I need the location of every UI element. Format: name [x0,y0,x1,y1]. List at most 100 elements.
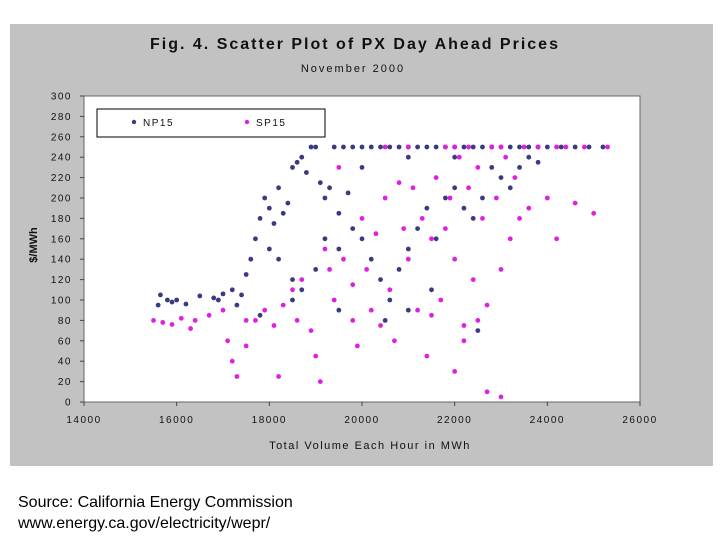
data-point-sp15 [331,297,337,303]
data-point-sp15 [461,323,467,328]
data-point-np15 [517,165,522,170]
data-point-np15 [253,236,258,242]
y-tick-label: 140 [51,255,72,266]
data-point-np15 [211,295,217,301]
data-point-sp15 [192,318,198,323]
data-point-sp15 [526,205,532,211]
data-point-np15 [158,292,163,298]
data-point-sp15 [433,175,439,181]
data-point-sp15 [507,236,513,242]
data-point-np15 [313,144,319,150]
data-point-sp15 [405,144,411,150]
data-point-np15 [229,287,235,293]
data-point-np15 [243,272,249,277]
data-point-np15 [507,185,513,191]
data-point-sp15 [470,277,476,282]
data-point-np15 [299,154,305,160]
data-point-np15 [262,195,268,201]
data-point-sp15 [373,231,379,237]
data-point-np15 [359,236,365,242]
data-point-np15 [452,185,458,191]
data-point-np15 [452,154,458,160]
data-point-np15 [341,144,346,150]
data-point-np15 [480,144,485,150]
data-point-np15 [396,267,402,272]
data-point-sp15 [554,144,559,150]
source-line: Source: California Energy Commission [18,494,293,511]
data-point-np15 [248,256,254,262]
y-axis-ticks: 0 20 40 60 80 100 120 140 160 180 200 220 240 260 280 3… [51,92,84,409]
data-point-np15 [257,216,263,221]
data-point-sp15 [415,307,420,313]
x-axis-label: Total Volume Each Hour in MWh [269,440,471,452]
data-point-np15 [331,144,337,150]
data-point-np15 [294,159,300,165]
data-point-np15 [405,246,411,252]
data-point-np15 [461,205,467,211]
y-tick-label: 160 [51,234,72,245]
data-point-sp15 [229,358,235,364]
data-point-np15 [470,144,476,150]
data-point-sp15 [498,144,504,150]
data-point-np15 [266,205,272,211]
data-point-np15 [336,307,342,313]
y-tick-label: 20 [58,377,72,388]
data-point-sp15 [484,389,490,395]
data-point-sp15 [276,374,281,379]
data-point-sp15 [341,256,346,262]
data-point-np15 [299,287,305,293]
data-point-np15 [345,190,351,196]
data-point-np15 [359,165,365,170]
data-point-sp15 [554,236,559,242]
data-point-sp15 [498,394,504,400]
data-point-np15 [433,236,439,242]
data-point-sp15 [438,297,444,303]
data-point-np15 [396,144,402,150]
data-point-sp15 [368,307,374,313]
data-point-np15 [336,210,342,216]
data-point-sp15 [466,185,471,191]
data-point-np15 [405,154,411,160]
data-point-np15 [215,297,221,303]
data-point-np15 [507,144,513,150]
data-point-sp15 [317,379,323,384]
y-tick-label: 40 [58,357,72,368]
data-point-np15 [290,277,295,282]
data-point-np15 [600,144,606,150]
data-point-np15 [424,205,430,211]
legend-marker-sp15 [244,119,250,125]
data-point-np15 [498,175,504,181]
data-point-sp15 [253,318,258,323]
data-point-np15 [271,221,277,226]
legend-box [96,108,326,138]
data-point-sp15 [322,246,328,252]
data-point-sp15 [424,353,430,359]
data-point-sp15 [359,216,365,221]
data-point-sp15 [364,267,370,272]
data-point-sp15 [544,195,550,201]
data-point-sp15 [572,200,578,206]
data-point-np15 [304,170,309,175]
y-tick-label: 280 [51,112,72,123]
data-point-sp15 [498,267,504,272]
data-point-np15 [239,292,244,298]
data-point-np15 [480,195,485,201]
x-tick-label: 20000 [344,415,379,426]
data-point-sp15 [308,328,314,333]
plot-area [83,95,641,403]
data-point-np15 [165,297,170,303]
legend-label-sp15: SP15 [256,118,286,129]
data-point-np15 [489,165,495,170]
data-point-np15 [336,246,342,252]
y-tick-label: 100 [51,296,72,307]
data-point-np15 [517,144,522,150]
data-point-sp15 [262,307,268,313]
data-point-sp15 [429,236,434,242]
data-point-sp15 [405,256,411,262]
data-point-np15 [368,256,374,262]
x-tick-label: 22000 [437,415,472,426]
x-tick-label: 26000 [622,415,657,426]
data-point-sp15 [410,185,416,191]
data-point-np15 [382,318,388,323]
data-point-np15 [443,195,448,201]
